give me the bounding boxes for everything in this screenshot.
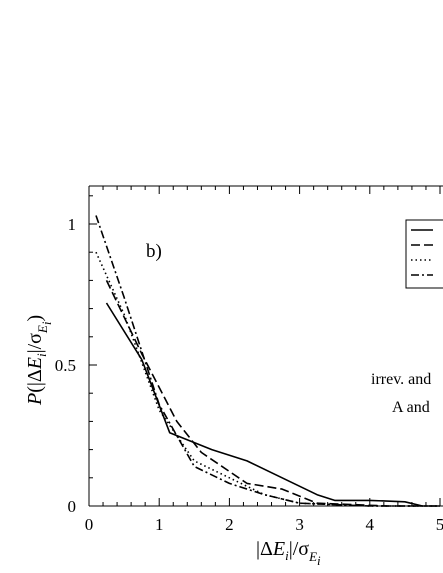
- plot-frame: [88, 185, 443, 507]
- series-layer: [95, 215, 440, 507]
- y-tick-label: 1: [68, 215, 77, 234]
- panel-label: b): [146, 241, 162, 262]
- y-tick-label: 0: [68, 497, 77, 516]
- annotation-2: A and: [392, 399, 430, 416]
- y-axis-title: P(|ΔEi|/σEi): [24, 315, 54, 406]
- x-tick-label: 1: [155, 515, 164, 534]
- x-axis-title: |ΔEi|/σEi: [256, 538, 321, 568]
- legend: [405, 219, 443, 289]
- y-tick-label: 0.5: [55, 356, 76, 375]
- x-tick-label: 4: [366, 515, 375, 534]
- series-line-solid: [105, 302, 440, 507]
- legend-box: [405, 219, 443, 289]
- x-tick-label: 3: [295, 515, 304, 534]
- axis-tick-labels: 0 1 2 3 4 5 0 0.5 1: [55, 215, 443, 534]
- x-tick-label: 2: [225, 515, 234, 534]
- x-tick-label: 5: [436, 515, 443, 534]
- annotation-1: irrev. and: [371, 371, 431, 388]
- series-line-dash-dot: [95, 215, 440, 507]
- axis-ticks: [88, 186, 441, 507]
- x-tick-label: 0: [85, 515, 94, 534]
